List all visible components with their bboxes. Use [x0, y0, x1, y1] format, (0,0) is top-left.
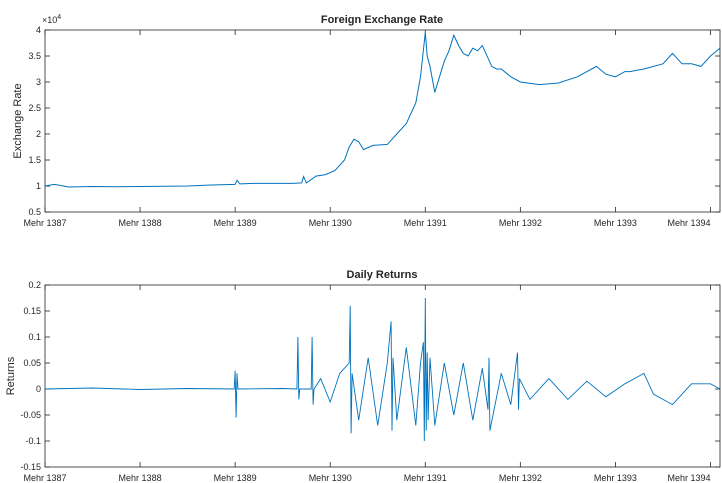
daily-returns-chart: Daily Returns Returns -0.15 -0.1 -0.05 0 0.0… [5, 269, 721, 483]
plot-frame [44, 29, 721, 213]
x-axis-ticks: Mehr 1387 Mehr 1388 Mehr 1389 Mehr 1390 Mehr… [23, 285, 711, 483]
x-tick-label: Mehr 1390 [309, 473, 352, 483]
y-axis-label: Exchange Rate [12, 83, 24, 158]
y-tick-label: 0.2 [28, 280, 41, 290]
y-tick-label: 1.5 [28, 155, 41, 165]
x-tick-label: Mehr 1391 [404, 473, 447, 483]
x-tick-label: Mehr 1394 [667, 218, 710, 228]
daily-returns-line [44, 297, 721, 442]
multiplier-base: ×10 [42, 15, 57, 25]
chart-title: Foreign Exchange Rate [321, 14, 443, 26]
x-tick-label: Mehr 1389 [214, 218, 257, 228]
y-axis-multiplier: ×104 [42, 14, 61, 25]
y-axis-label: Returns [5, 356, 17, 395]
plot-frame [44, 284, 721, 468]
multiplier-exponent: 4 [57, 14, 61, 21]
y-tick-label: 2.5 [28, 103, 41, 113]
y-tick-label: -0.15 [20, 462, 41, 472]
y-tick-label: 0 [36, 384, 41, 394]
x-tick-label: Mehr 1389 [214, 473, 257, 483]
x-tick-label: Mehr 1391 [404, 218, 447, 228]
y-tick-label: 1 [36, 181, 41, 191]
x-tick-label: Mehr 1393 [594, 218, 637, 228]
y-tick-label: 0.1 [28, 332, 41, 342]
y-tick-label: 0.15 [23, 306, 41, 316]
svg-text:×104: ×104 [42, 14, 61, 25]
y-tick-label: 2 [36, 129, 41, 139]
exchange-rate-line [44, 32, 721, 188]
y-tick-label: 3 [36, 77, 41, 87]
x-axis-ticks: Mehr 1387 Mehr 1388 Mehr 1389 Mehr 1390 Mehr… [23, 30, 711, 228]
x-tick-label: Mehr 1390 [309, 218, 352, 228]
x-tick-label: Mehr 1393 [594, 473, 637, 483]
y-tick-label: 3.5 [28, 51, 41, 61]
x-tick-label: Mehr 1394 [667, 473, 710, 483]
y-tick-label: 0.5 [28, 207, 41, 217]
x-tick-label: Mehr 1392 [499, 473, 542, 483]
y-tick-label: -0.1 [25, 436, 41, 446]
y-axis-ticks: 0.5 1 1.5 2 2.5 3 3.5 4 [28, 25, 720, 217]
y-tick-label: 0.05 [23, 358, 41, 368]
x-tick-label: Mehr 1392 [499, 218, 542, 228]
y-tick-label: 4 [36, 25, 41, 35]
x-tick-label: Mehr 1388 [119, 473, 162, 483]
x-tick-label: Mehr 1388 [119, 218, 162, 228]
x-tick-label: Mehr 1387 [23, 218, 66, 228]
chart-title: Daily Returns [347, 269, 418, 281]
x-tick-label: Mehr 1387 [23, 473, 66, 483]
exchange-rate-chart: Foreign Exchange Rate ×104 Exchange Rate… [12, 14, 721, 228]
y-axis-ticks: -0.15 -0.1 -0.05 0 0.05 0.1 0.15 0.2 [20, 280, 720, 472]
y-tick-label: -0.05 [20, 410, 41, 420]
